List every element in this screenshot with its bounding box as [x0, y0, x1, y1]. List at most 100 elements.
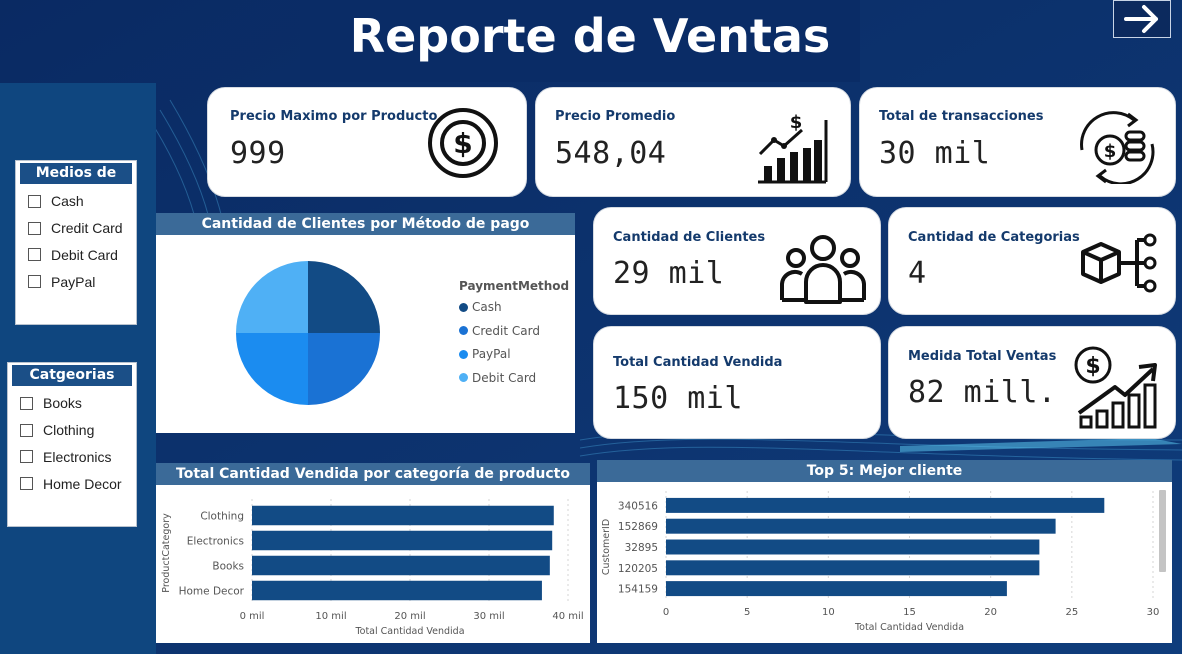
bar[interactable]: [666, 497, 1105, 513]
pie-slice-credit-card[interactable]: [308, 333, 380, 405]
legend-item[interactable]: Credit Card: [459, 324, 540, 338]
legend-dot: [459, 373, 468, 382]
y-axis-label: ProductCategory: [161, 513, 172, 593]
x-tick-label: 20 mil: [394, 611, 425, 622]
pie-slice-debit-card[interactable]: [236, 261, 308, 333]
payment-method-slicer: Medios de Pago Cash Credit Card Debit Ca…: [15, 160, 137, 325]
scrollbar-thumb[interactable]: [1159, 490, 1166, 572]
page-title: Reporte de Ventas: [349, 9, 831, 63]
option-label: Books: [43, 395, 82, 412]
x-tick-label: 0: [663, 607, 669, 618]
x-tick-label: 25: [1065, 607, 1078, 618]
kpi-label: Medida Total Ventas: [908, 349, 1057, 364]
option-label: Credit Card: [51, 220, 123, 237]
checkbox[interactable]: [28, 221, 41, 235]
cube-network-icon: [1081, 233, 1157, 293]
option-label: Debit Card: [51, 246, 118, 263]
category-bar-chart-panel: Total Cantidad Vendida por categoría de …: [156, 463, 590, 643]
kpi-card-total-sales: Medida Total Ventas 82 mill. $: [888, 326, 1176, 439]
checkbox[interactable]: [28, 275, 41, 289]
x-tick-label: 10: [822, 607, 835, 618]
legend-item[interactable]: Cash: [459, 300, 502, 314]
kpi-value: 29 mil: [613, 256, 725, 291]
slicer-option-electronics[interactable]: Electronics: [20, 444, 136, 471]
bar[interactable]: [252, 530, 553, 551]
bar[interactable]: [666, 560, 1040, 576]
legend-item[interactable]: PayPal: [459, 347, 511, 361]
y-tick-label: Electronics: [187, 536, 244, 548]
kpi-value: 82 mill.: [908, 375, 1057, 410]
pie-chart-title: Cantidad de Clientes por Método de pago: [156, 213, 575, 235]
legend-label: Cash: [472, 300, 502, 314]
pie-slice-cash[interactable]: [308, 261, 380, 333]
slicer-option-debit-card[interactable]: Debit Card: [28, 242, 136, 269]
legend-dot: [459, 302, 468, 312]
kpi-card-quantity-sold: Total Cantidad Vendida 150 mil: [593, 326, 881, 439]
x-axis-label: Total Cantidad Vendida: [354, 626, 464, 637]
coins-cycle-icon: $: [1080, 111, 1155, 184]
svg-text:$: $: [1085, 354, 1100, 379]
arrow-right-icon: [1124, 5, 1158, 33]
slicer-option-clothing[interactable]: Clothing: [20, 417, 136, 444]
y-tick-label: Home Decor: [179, 586, 245, 598]
x-tick-label: 30: [1147, 607, 1160, 618]
kpi-label: Total de transacciones: [879, 109, 1044, 124]
slicer-option-home-decor[interactable]: Home Decor: [20, 470, 136, 497]
legend-dot: [459, 326, 468, 335]
bar[interactable]: [666, 518, 1056, 534]
checkbox[interactable]: [20, 423, 33, 437]
y-axis-label: CustomerID: [601, 519, 612, 575]
category-slicer: Catgeorias Books Clothing Electronics Ho…: [7, 362, 137, 527]
kpi-card-customers: Cantidad de Clientes 29 mil: [593, 207, 881, 315]
pie-slice-paypal[interactable]: [236, 333, 308, 405]
kpi-label: Total Cantidad Vendida: [613, 355, 783, 370]
checkbox[interactable]: [28, 248, 41, 262]
bar[interactable]: [252, 555, 550, 576]
legend-item[interactable]: Debit Card: [459, 371, 536, 385]
kpi-card-avg-price: Precio Promedio 548,04 $: [535, 87, 851, 197]
option-label: Electronics: [43, 448, 112, 465]
checkbox[interactable]: [20, 477, 33, 491]
y-tick-label: Books: [212, 561, 244, 573]
checkbox[interactable]: [28, 194, 41, 208]
kpi-card-categories: Cantidad de Categorias 4: [888, 207, 1176, 315]
x-tick-label: 5: [744, 607, 750, 618]
pie-chart: [236, 261, 380, 405]
kpi-label: Cantidad de Clientes: [613, 230, 766, 245]
slicer-option-paypal[interactable]: PayPal: [28, 268, 136, 295]
kpi-value: 30 mil: [879, 136, 991, 171]
sales-growth-icon: $: [1074, 346, 1157, 429]
svg-text:$: $: [453, 127, 472, 160]
y-tick-label: 120205: [618, 563, 658, 575]
legend-dot: [459, 349, 468, 359]
slicer-option-credit-card[interactable]: Credit Card: [28, 215, 136, 242]
svg-text:$: $: [1104, 141, 1117, 162]
x-tick-label: 30 mil: [473, 611, 504, 622]
x-tick-label: 10 mil: [315, 611, 346, 622]
kpi-value: 150 mil: [613, 381, 743, 416]
y-tick-label: 32895: [625, 542, 658, 554]
bar[interactable]: [252, 580, 542, 601]
y-tick-label: Clothing: [200, 511, 244, 523]
kpi-value: 4: [908, 256, 927, 291]
bar[interactable]: [252, 505, 554, 526]
x-tick-label: 0 mil: [240, 611, 265, 622]
kpi-card-transactions: Total de transacciones 30 mil $: [859, 87, 1176, 197]
bar[interactable]: [666, 539, 1040, 555]
checkbox[interactable]: [20, 396, 33, 410]
y-tick-label: 152869: [618, 521, 658, 533]
kpi-label: Precio Maximo por Producto: [230, 109, 438, 124]
kpi-card-max-price: Precio Maximo por Producto 999 $: [207, 87, 527, 197]
next-page-button[interactable]: [1113, 0, 1171, 38]
y-tick-label: 340516: [618, 500, 658, 512]
x-tick-label: 20: [984, 607, 997, 618]
slicer-option-cash[interactable]: Cash: [28, 188, 136, 215]
kpi-value: 999: [230, 136, 286, 171]
users-group-icon: [780, 235, 866, 304]
checkbox[interactable]: [20, 450, 33, 464]
slicer-option-books[interactable]: Books: [20, 390, 136, 417]
customer-bar-chart-panel: Top 5: Mejor cliente 0 5 10 15 20 25 30 340516 1…: [597, 460, 1172, 643]
legend-title: PaymentMethod: [459, 279, 570, 293]
option-label: Clothing: [43, 422, 95, 439]
bar[interactable]: [666, 581, 1007, 597]
